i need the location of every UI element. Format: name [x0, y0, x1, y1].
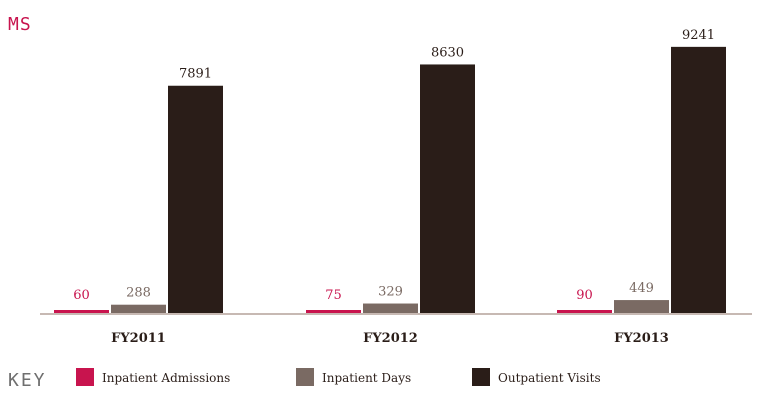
bar-fy2013-series-3	[671, 46, 726, 314]
bar-fy2012-series-1	[306, 310, 361, 313]
bar-fy2011-series-2	[111, 304, 166, 313]
legend-label-2: Inpatient Days	[322, 371, 411, 385]
value-label-fy2011-series-3: 7891	[179, 67, 212, 82]
ms-label: MS	[8, 14, 32, 35]
bar-fy2013-series-2	[614, 300, 669, 313]
legend: Inpatient Admissions Inpatient Days Outpat…	[76, 368, 601, 386]
labels-layer: 60 288 7891 FY2011 75 329 8630 FY2012 90 449 9241 F…	[73, 28, 715, 346]
bar-fy2011-series-1	[54, 310, 109, 313]
bar-fy2012-series-3	[420, 64, 475, 314]
bar-fy2011-series-3	[168, 85, 223, 313]
legend-swatch-1	[76, 368, 94, 386]
value-label-fy2012-series-1: 75	[325, 288, 342, 303]
category-label-fy2012: FY2012	[363, 331, 418, 346]
value-label-fy2013-series-3: 9241	[682, 28, 715, 43]
value-label-fy2012-series-3: 8630	[431, 45, 464, 60]
bars-layer	[54, 46, 726, 314]
value-label-fy2012-series-2: 329	[378, 285, 403, 300]
value-label-fy2011-series-2: 288	[126, 286, 151, 301]
value-label-fy2013-series-2: 449	[629, 281, 654, 296]
legend-swatch-3	[472, 368, 490, 386]
category-label-fy2011: FY2011	[111, 331, 166, 346]
bar-fy2013-series-1	[557, 310, 612, 313]
value-label-fy2011-series-1: 60	[73, 288, 90, 303]
legend-swatch-2	[296, 368, 314, 386]
legend-label-1: Inpatient Admissions	[102, 371, 230, 385]
category-label-fy2013: FY2013	[614, 331, 669, 346]
bar-fy2012-series-2	[363, 303, 418, 313]
legend-label-3: Outpatient Visits	[498, 371, 601, 385]
value-label-fy2013-series-1: 90	[576, 288, 593, 303]
legend-key-label: KEY	[8, 370, 47, 389]
